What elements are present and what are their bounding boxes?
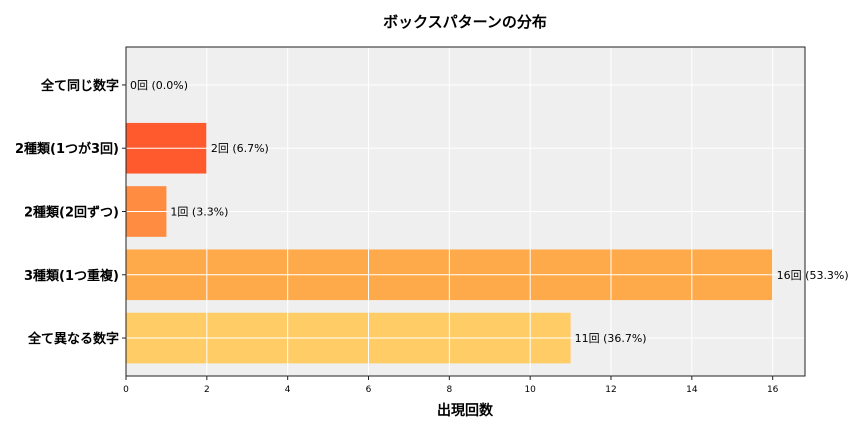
- y-tick-label: 3種類(1つ重複): [24, 268, 119, 284]
- chart-title: ボックスパターンの分布: [383, 13, 547, 31]
- data-labels: 0回 (0.0%) 2回 (6.7%) 1回 (3.3%) 16回 (53.3%) 11…: [130, 79, 849, 345]
- y-tick-label: 全て同じ数字: [40, 78, 119, 94]
- x-tick-label: 12: [605, 385, 616, 395]
- x-tick-label: 2: [204, 385, 210, 395]
- x-tick-label: 10: [524, 385, 536, 395]
- horizontal-grid-lines: [125, 47, 805, 376]
- data-label: 11回 (36.7%): [575, 332, 647, 345]
- x-ticks: 0 2 4 6 8 10 12 14 16: [123, 376, 779, 395]
- y-tick-label: 2種類(2回ずつ): [24, 205, 119, 221]
- x-tick-label: 0: [123, 385, 129, 395]
- x-tick-label: 8: [446, 385, 452, 395]
- data-label: 0回 (0.0%): [130, 79, 188, 92]
- x-tick-label: 16: [767, 385, 779, 395]
- x-tick-label: 4: [285, 385, 291, 395]
- y-tick-label: 全て異なる数字: [27, 331, 119, 347]
- x-tick-label: 6: [366, 385, 372, 395]
- y-ticks: 全て同じ数字 2種類(1つが3回) 2種類(2回ずつ) 3種類(1つ重複) 全て異なる数…: [15, 78, 126, 347]
- y-tick-label: 2種類(1つが3回): [15, 141, 119, 157]
- x-tick-label: 14: [686, 385, 698, 395]
- data-label: 1回 (3.3%): [170, 206, 228, 219]
- data-label: 2回 (6.7%): [211, 142, 269, 155]
- x-axis-label: 出現回数: [437, 402, 494, 419]
- data-label: 16回 (53.3%): [777, 269, 849, 282]
